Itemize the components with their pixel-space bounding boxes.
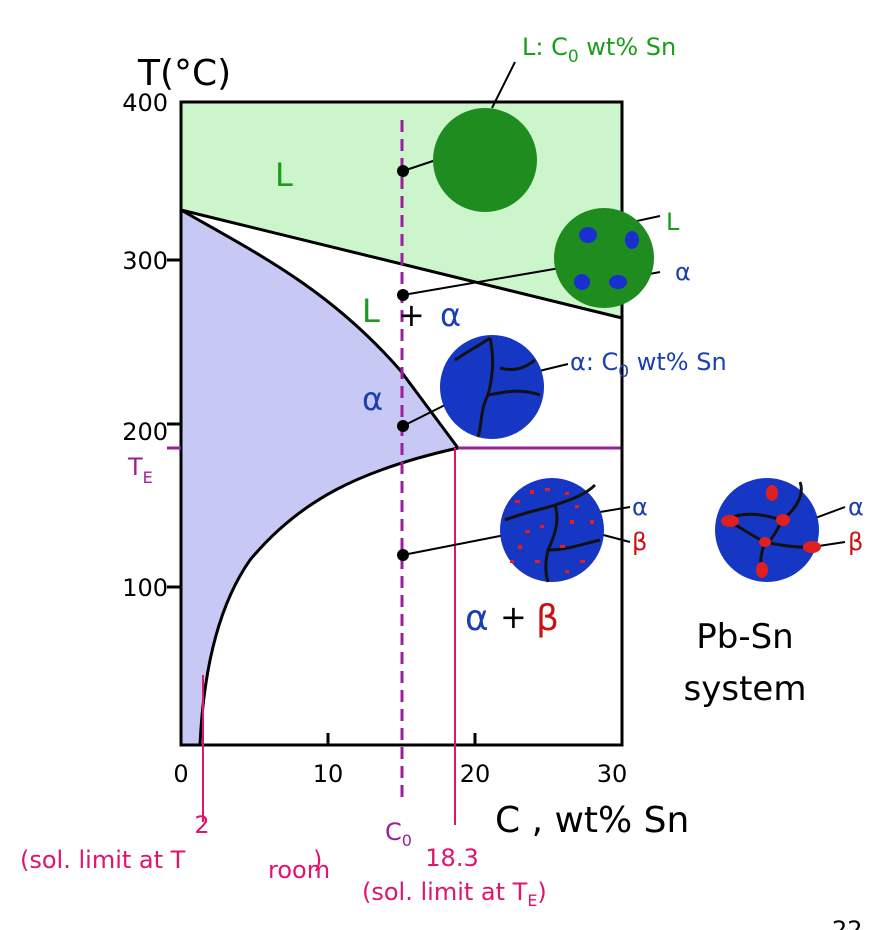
c0-main: C — [385, 818, 402, 846]
sol-te-value: 18.3 — [425, 844, 478, 872]
region-label: α — [362, 380, 383, 418]
micro-label: β — [848, 528, 863, 556]
y-tick-label: 100 — [122, 574, 168, 602]
x-title: C , wt% Sn — [495, 800, 689, 841]
solidus — [180, 208, 460, 449]
text: (sol. limit at T — [362, 878, 528, 906]
alpha-comp: α: C0 wt% Sn — [570, 348, 727, 382]
region-label: β — [536, 598, 559, 639]
liquid-circle — [433, 108, 537, 212]
te-sub: E — [143, 468, 153, 487]
system-label: system — [684, 669, 807, 709]
y-tick-label: 300 — [122, 247, 168, 275]
y-tick-label: 200 — [122, 418, 168, 446]
sol-room-close: ) — [313, 846, 322, 874]
c0-sub: 0 — [402, 831, 412, 850]
solvus — [181, 446, 459, 747]
y-ticks — [167, 258, 181, 589]
region-label: L — [362, 292, 380, 330]
liquid-comp: L: C0 wt% Sn — [522, 33, 676, 67]
region-label: + — [398, 296, 425, 334]
x-tick-label: 0 — [173, 760, 188, 788]
sol-room-value: 2 — [194, 811, 209, 839]
x-tick-label: 20 — [460, 760, 491, 788]
alpha-region — [181, 210, 458, 745]
region-label: L — [275, 156, 293, 194]
micro-label: L — [666, 208, 680, 236]
sol-room-text: (sol. limit at T — [20, 846, 186, 874]
sol-room-sub: room — [268, 856, 330, 884]
micro-label: β — [632, 528, 647, 556]
page-number: 22 — [832, 916, 863, 930]
system-label: Pb-Sn — [696, 617, 793, 657]
micro-label: α — [632, 493, 648, 521]
text: wt% Sn — [579, 33, 677, 61]
mix-circle — [554, 208, 654, 308]
micro-label: α — [848, 493, 864, 521]
sub: 0 — [568, 47, 579, 67]
y-title: T(°C) — [137, 53, 231, 94]
c0-label: C0 — [385, 818, 412, 850]
x-tick-label: 10 — [313, 760, 344, 788]
y-tick-label: 400 — [122, 89, 168, 117]
region-label: α — [465, 598, 489, 639]
sub: 0 — [618, 362, 629, 382]
dots — [397, 165, 409, 561]
region-label: + — [500, 598, 527, 636]
te-label: TE — [127, 453, 153, 487]
x-ticks — [326, 733, 477, 745]
micro-label: α — [675, 258, 691, 286]
text: L: C — [522, 33, 568, 61]
text: α: C — [570, 348, 618, 376]
te-main: T — [127, 453, 143, 481]
region-label: α — [440, 296, 461, 334]
text: wt% Sn — [629, 348, 727, 376]
eutectoid-circle — [500, 478, 604, 583]
x-tick-label: 30 — [597, 760, 628, 788]
sub: E — [527, 891, 537, 910]
text: ) — [537, 878, 546, 906]
eutectic-circle — [715, 478, 821, 582]
alpha-circle — [440, 335, 544, 439]
sol-te-label: (sol. limit at TE) — [362, 878, 547, 910]
